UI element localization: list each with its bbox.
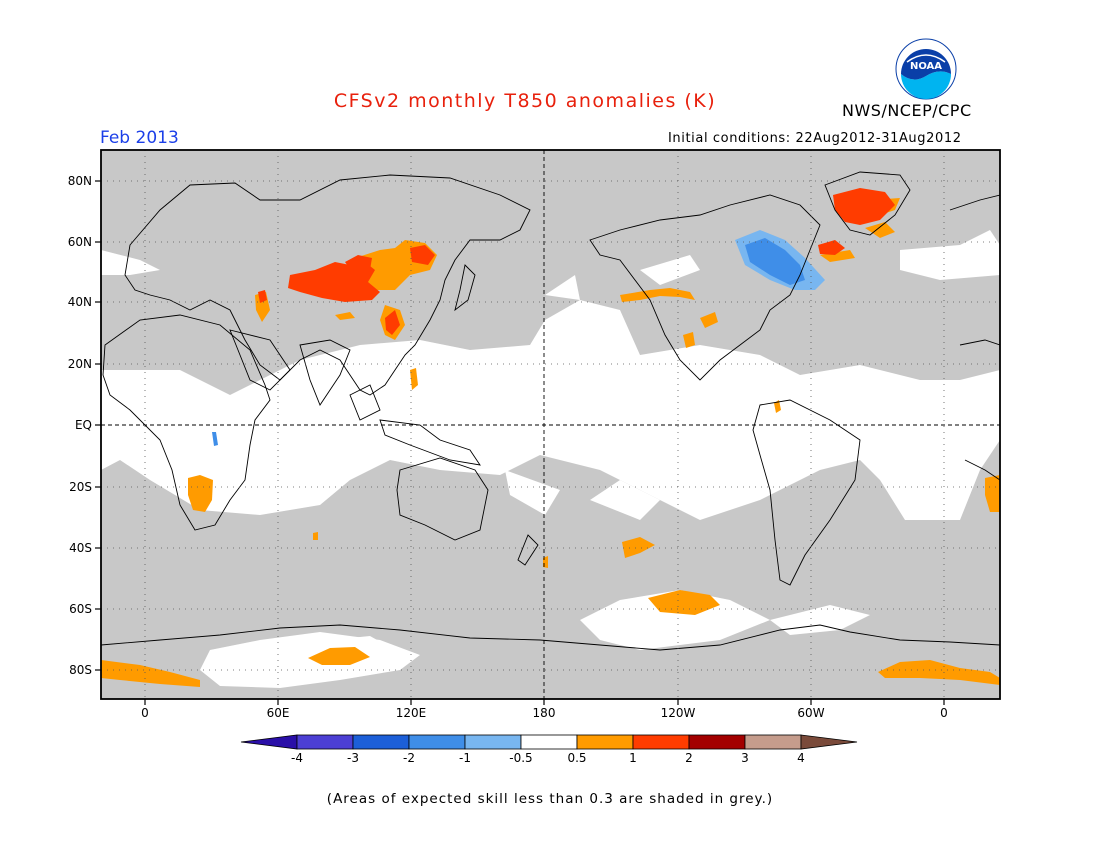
colorbar-tick-label: 1 bbox=[629, 751, 637, 765]
colorbar-segment bbox=[464, 734, 522, 750]
colorbar-tick-label: 4 bbox=[797, 751, 805, 765]
colorbar-tick-label: 3 bbox=[741, 751, 749, 765]
colorbar-tick-label: 2 bbox=[685, 751, 693, 765]
anomaly-red bbox=[258, 188, 895, 335]
colorbar-tick-label: -4 bbox=[291, 751, 303, 765]
coastlines bbox=[101, 171, 1000, 651]
colorbar-tick-label: -0.5 bbox=[509, 751, 532, 765]
colorbar-tick-label: -2 bbox=[403, 751, 415, 765]
anomaly-blue bbox=[745, 238, 805, 285]
lat-label: 20N bbox=[68, 357, 92, 371]
tick-marks bbox=[95, 180, 945, 705]
lon-label: 120E bbox=[396, 706, 427, 720]
colorbar-segment bbox=[520, 734, 578, 750]
colorbar-tick-label: 0.5 bbox=[567, 751, 586, 765]
noaa-logo-icon: NOAA bbox=[895, 38, 957, 100]
lat-label: 40N bbox=[68, 295, 92, 309]
colorbar-segment bbox=[296, 734, 354, 750]
lon-label: 0 bbox=[940, 706, 948, 720]
lat-label: 20S bbox=[69, 480, 92, 494]
colorbar-segment bbox=[352, 734, 410, 750]
colorbar-segment bbox=[408, 734, 466, 750]
organization-label: NWS/NCEP/CPC bbox=[842, 101, 972, 120]
colorbar-segment bbox=[576, 734, 634, 750]
lon-label: 60E bbox=[267, 706, 290, 720]
neutral-regions bbox=[101, 230, 1000, 688]
footnote: (Areas of expected skill less than 0.3 a… bbox=[326, 791, 774, 807]
svg-text:NOAA: NOAA bbox=[910, 61, 942, 72]
chart-title: CFSv2 monthly T850 anomalies (K) bbox=[333, 90, 717, 112]
anomaly-orange bbox=[101, 198, 1000, 687]
colorbar-segment bbox=[688, 734, 746, 750]
lon-label: 180 bbox=[533, 706, 556, 720]
lat-label: 80S bbox=[69, 663, 92, 677]
colorbar-segment bbox=[800, 734, 858, 750]
lat-label: 60N bbox=[68, 235, 92, 249]
initial-conditions-label: Initial conditions: 22Aug2012-31Aug2012 bbox=[668, 131, 962, 146]
colorbar-segment bbox=[240, 734, 298, 750]
forecast-month-label: Feb 2013 bbox=[100, 128, 179, 148]
colorbar-segment bbox=[744, 734, 802, 750]
lat-label: 40S bbox=[69, 541, 92, 555]
colorbar-tick-label: -3 bbox=[347, 751, 359, 765]
colorbar: -4 -3 -2 -1 -0.5 0.5 1 2 3 4 bbox=[240, 734, 858, 765]
lat-label: 60S bbox=[69, 602, 92, 616]
lon-label: 60W bbox=[797, 706, 824, 720]
lat-label: EQ bbox=[75, 418, 92, 432]
lat-label: 80N bbox=[68, 174, 92, 188]
lon-label: 120W bbox=[661, 706, 696, 720]
colorbar-tick-label: -1 bbox=[459, 751, 471, 765]
colorbar-segment bbox=[632, 734, 690, 750]
anomaly-blue-small bbox=[212, 432, 218, 446]
lon-label: 0 bbox=[141, 706, 149, 720]
